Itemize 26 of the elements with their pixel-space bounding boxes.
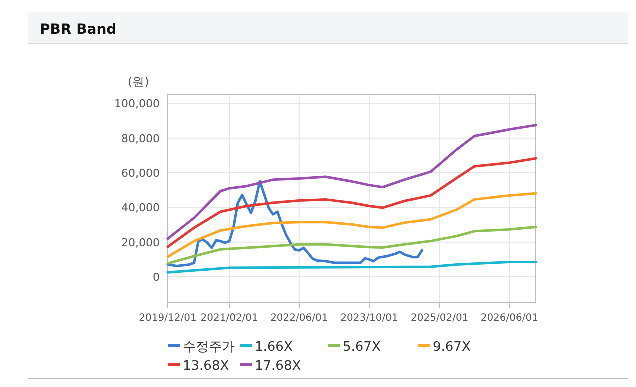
x-tick-label: 2023/10/01: [340, 313, 398, 324]
x-tick-label: 2022/06/01: [270, 313, 328, 324]
y-tick-label: 40,000: [122, 202, 160, 215]
line-series: [166, 180, 424, 268]
line-series: [166, 261, 538, 274]
y-tick-label: 20,000: [122, 236, 160, 250]
y-tick-label: 0: [153, 271, 160, 284]
legend-label: 17.68X: [255, 359, 302, 374]
x-tick-label: 2025/02/01: [411, 313, 469, 324]
legend-label: 수정주가: [183, 340, 235, 355]
legend-label: 9.67X: [433, 340, 471, 355]
y-tick-label: 100,000: [114, 98, 160, 111]
line-series: [166, 192, 538, 258]
x-tick-label: 2019/12/01: [139, 313, 197, 324]
x-tick-label: 2021/02/01: [200, 313, 258, 324]
line-series: [166, 157, 538, 248]
line-series: [166, 226, 538, 265]
line-series: [166, 124, 538, 240]
y-tick-label: 80,000: [122, 132, 160, 146]
y-axis-title: (원): [128, 75, 150, 89]
legend-label: 13.68X: [183, 359, 230, 374]
chart-title: PBR Band: [40, 22, 117, 38]
legend-label: 5.67X: [343, 340, 381, 355]
legend-label: 1.66X: [255, 340, 293, 355]
y-tick-label: 60,000: [122, 167, 160, 180]
x-tick-label: 2026/06/01: [480, 313, 538, 324]
